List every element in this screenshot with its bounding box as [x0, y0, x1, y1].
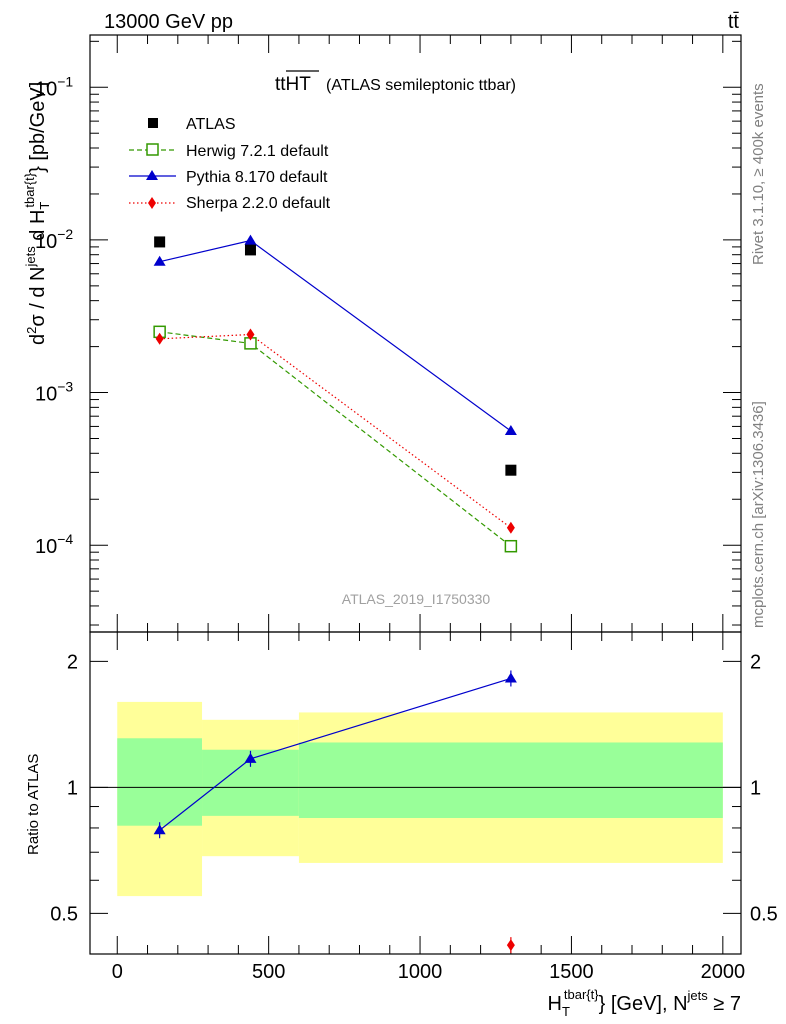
legend-marker-pythia [146, 170, 158, 180]
y-tick-label-top: 10−1 [35, 73, 73, 100]
ratio-bands [90, 701, 741, 897]
ratio-stat-band-2 [298, 742, 723, 819]
ratio-y-tick-label-left: 1 [67, 777, 78, 799]
ylabel-b: σ / d N [27, 267, 49, 327]
plot-title-main: ttHT [275, 74, 311, 95]
y-axis-label-top: d2σ / d Njets d HTtbar{t}} [pb/GeV] [22, 82, 52, 345]
ratio-stat-band-0 [117, 738, 203, 826]
xlabel-b-sup: jets [687, 988, 709, 1003]
data-point-sherpa-0 [155, 332, 164, 345]
header-right-title: tt̄ [728, 11, 740, 33]
mcplots-text: mcplots.cern.ch [arXiv:1306.3436] [750, 401, 767, 628]
ylabel-b-sup: jets [23, 246, 38, 268]
ylabel-a: d [27, 334, 49, 345]
xlabel-a: H [548, 993, 562, 1015]
legend-label-sherpa: Sherpa 2.2.0 default [186, 195, 331, 212]
ylabel-c-sub: T [37, 202, 52, 210]
legend-marker-atlas [148, 118, 158, 128]
legend-label-pythia: Pythia 8.170 default [186, 169, 328, 186]
analysis-watermark: ATLAS_2019_I1750330 [342, 591, 491, 607]
legend-label-herwig: Herwig 7.2.1 default [186, 143, 329, 160]
ylabel-d: } [pb/GeV] [27, 82, 49, 173]
ratio-point-sherpa-0 [506, 939, 515, 952]
series-line-3 [159, 333, 512, 529]
legend: ATLAS Herwig 7.2.1 default Pythia 8.170 … [129, 116, 331, 212]
data-point-atlas-1 [244, 244, 256, 256]
x-axis-label: HTtbar{t}} [GeV], Njets ≥ 7 [548, 987, 742, 1019]
ylabel-c: d H [27, 210, 49, 247]
ratio-point-pythia-2 [504, 672, 517, 683]
x-tick-label: 2000 [701, 961, 746, 983]
data-point-atlas-2 [505, 464, 517, 476]
header-left-title: 13000 GeV pp [104, 11, 233, 33]
y-tick-label-top: 10−4 [35, 531, 73, 558]
legend-label-atlas: ATLAS [186, 116, 236, 133]
ratio-y-tick-label-right: 2 [750, 651, 761, 673]
plot-title-sub: (ATLAS semileptonic ttbar) [326, 77, 516, 94]
legend-marker-herwig [146, 143, 159, 156]
xlabel-a-sup: tbar{t} [564, 987, 599, 1002]
axis-ticks: 10−1 10−2 10−3 10−4 2 2 1 1 0.5 0.5 0 500 1000 1500 20… [35, 35, 778, 983]
data-point-pythia-0 [153, 255, 166, 266]
ratio-y-tick-label-right: 0.5 [750, 903, 778, 925]
ratio-point-pythia-0 [153, 824, 166, 835]
y-tick-label-top: 10−2 [35, 226, 73, 253]
ratio-point-pythia-1 [244, 752, 257, 763]
x-tick-label: 1500 [549, 961, 594, 983]
ratio-plot-frame [89, 631, 742, 955]
data-point-sherpa-1 [246, 328, 255, 341]
data-point-pythia-2 [504, 424, 517, 435]
data-point-atlas-0 [154, 236, 166, 248]
rivet-version-text: Rivet 3.1.10, ≥ 400k events [750, 83, 767, 265]
y-tick-label-top: 10−3 [35, 379, 73, 406]
data-point-pythia-1 [244, 234, 257, 245]
legend-marker-sherpa [148, 197, 156, 209]
xlabel-a-sub: T [562, 1004, 570, 1019]
xlabel-b: } [GeV], N [599, 993, 688, 1015]
ratio-y-tick-label-left: 0.5 [50, 903, 78, 925]
series-markers [153, 234, 518, 954]
ratio-y-tick-label-left: 2 [67, 651, 78, 673]
ratio-y-tick-label-right: 1 [750, 777, 761, 799]
x-tick-label: 500 [252, 961, 285, 983]
series-line-1 [159, 331, 512, 547]
x-tick-label: 1000 [398, 961, 443, 983]
y-axis-label-ratio: Ratio to ATLAS [25, 754, 42, 855]
data-point-herwig-2 [504, 539, 518, 553]
ylabel-c-sup: tbar{t} [22, 172, 37, 207]
xlabel-c: ≥ 7 [708, 993, 741, 1015]
ylabel-a-sup: 2 [24, 327, 39, 334]
x-tick-label: 0 [112, 961, 123, 983]
data-point-sherpa-2 [506, 521, 515, 534]
